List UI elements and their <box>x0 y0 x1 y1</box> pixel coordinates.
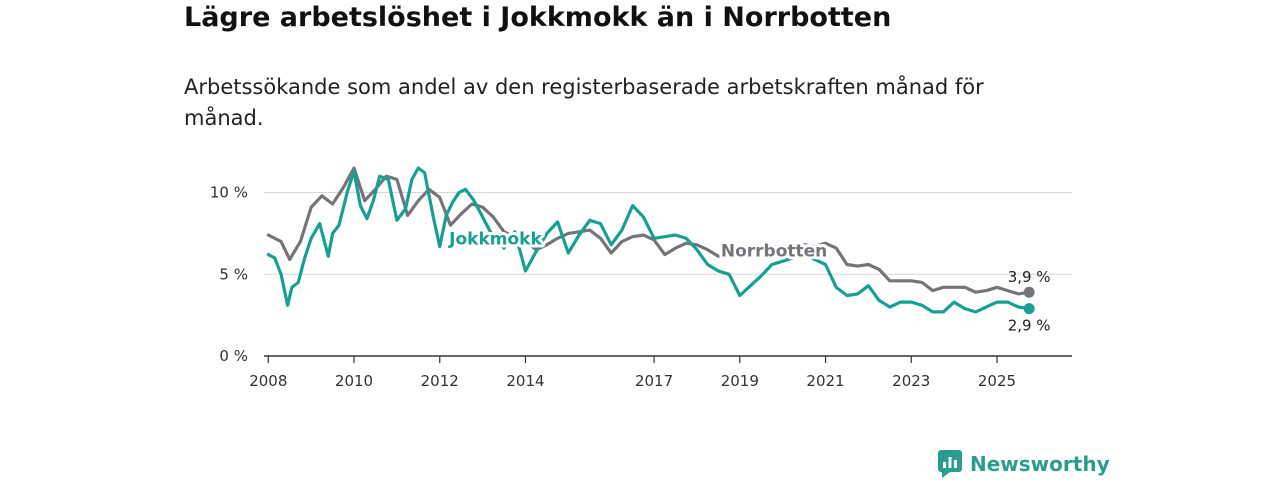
series-name-label: Norrbotten <box>721 242 827 262</box>
x-tick-label: 2017 <box>635 372 673 390</box>
series-line-norrbotten <box>266 166 1031 296</box>
series-labels: 3,9 % 2,9 % Norrbotten Jokkmokk <box>445 226 1051 335</box>
x-tick-label: 2025 <box>978 372 1016 390</box>
y-tick-label: 5 % <box>219 265 248 283</box>
series-line-jokkmokk <box>266 166 1031 314</box>
y-tick-label: 0 % <box>219 347 248 365</box>
end-value-label: 2,9 % <box>1008 317 1051 335</box>
series-end-point-jokkmokk <box>1023 303 1035 315</box>
y-axis: 0 % 5 % 10 % <box>210 184 248 365</box>
x-tick-label: 2010 <box>335 372 373 390</box>
x-tick-label: 2019 <box>721 372 759 390</box>
series-end-point-norrbotten <box>1023 286 1035 298</box>
line-chart: 2008 2010 2012 2014 2017 2019 2021 2023 2025 0 %… <box>210 166 1072 390</box>
newsworthy-logo-icon <box>938 450 962 478</box>
brand-name: Newsworthy <box>970 452 1110 476</box>
x-tick-label: 2021 <box>806 372 844 390</box>
brand-logo[interactable]: Newsworthy <box>938 449 1110 479</box>
series-name-label: Jokkmokk <box>448 229 542 249</box>
y-tick-label: 10 % <box>210 184 248 202</box>
x-tick-label: 2012 <box>421 372 459 390</box>
x-tick-label: 2008 <box>249 372 287 390</box>
x-tick-label: 2014 <box>506 372 544 390</box>
chart-title: Lägre arbetslöshet i Jokkmokk än i Norrb… <box>184 2 892 33</box>
series-layer <box>266 166 1035 315</box>
x-axis: 2008 2010 2012 2014 2017 2019 2021 2023 2025 <box>249 355 1072 390</box>
x-tick-label: 2023 <box>892 372 930 390</box>
end-value-label: 3,9 % <box>1008 268 1051 286</box>
grid-layer <box>264 192 1072 275</box>
chart-subtitle: Arbetssökande som andel av den registerb… <box>184 75 984 130</box>
